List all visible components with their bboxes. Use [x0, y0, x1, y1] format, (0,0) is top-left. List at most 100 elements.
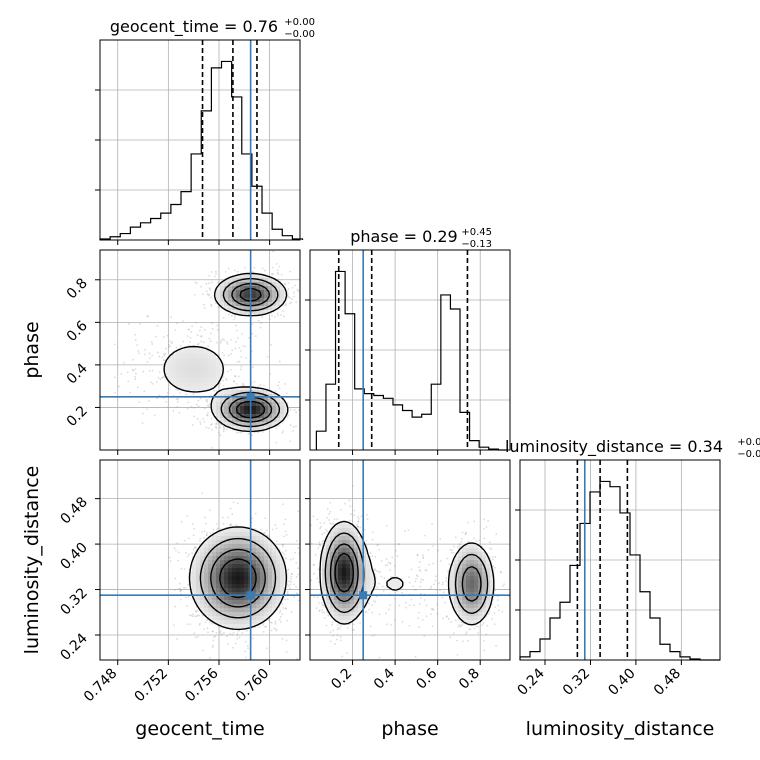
sample-point: [262, 624, 265, 626]
sample-point: [401, 621, 404, 623]
density-cell: [252, 620, 257, 625]
sample-point: [235, 431, 238, 434]
density-cell: [184, 358, 189, 363]
sample-point: [295, 425, 297, 428]
sample-point: [163, 353, 165, 355]
sample-point: [156, 397, 158, 400]
sample-point: [196, 282, 198, 285]
density-cell: [256, 536, 261, 541]
density-cell: [236, 548, 241, 553]
sample-point: [179, 345, 182, 347]
sample-point: [186, 335, 189, 337]
density-cell: [256, 390, 261, 395]
sample-point: [178, 582, 181, 585]
density-cell: [260, 422, 265, 427]
sample-point: [174, 577, 177, 580]
sample-point: [274, 390, 277, 392]
density-cell: [232, 528, 237, 533]
sample-point: [271, 528, 274, 531]
density-cell: [228, 302, 233, 307]
sample-point: [208, 274, 211, 277]
density-cell: [236, 402, 241, 407]
density-cell: [260, 536, 265, 541]
density-cell: [264, 572, 269, 577]
density-cell: [252, 414, 257, 419]
density-cell: [276, 410, 281, 415]
sample-point: [425, 604, 428, 607]
density-cell: [232, 596, 237, 601]
density-cell: [236, 274, 241, 279]
density-cell: [276, 580, 281, 585]
sample-point: [223, 426, 225, 429]
density-cell: [212, 552, 217, 557]
sample-point: [210, 417, 213, 420]
density-cell: [272, 544, 277, 549]
sample-point: [256, 431, 259, 434]
panel-2d-luminosity_distance-vs-phase: [309, 459, 511, 661]
density-cell: [192, 370, 197, 375]
sample-point: [227, 354, 230, 357]
sample-point: [216, 421, 219, 424]
density-cell: [264, 398, 269, 403]
sample-point: [188, 553, 191, 556]
density-cell: [280, 592, 285, 597]
sample-point: [219, 631, 222, 634]
sample-point: [318, 609, 321, 612]
density-cell: [276, 596, 281, 601]
sample-point: [423, 634, 426, 637]
sample-point: [196, 635, 199, 638]
density-cell: [224, 290, 229, 295]
sample-point: [203, 628, 206, 631]
sample-point: [183, 539, 186, 542]
sample-point: [206, 404, 209, 407]
sample-point: [325, 624, 328, 627]
density-cell: [256, 584, 261, 589]
sample-point: [413, 604, 416, 607]
density-cell: [220, 608, 225, 613]
sample-point: [263, 269, 266, 272]
density-cell: [244, 532, 249, 537]
sample-point: [264, 625, 267, 628]
sample-point: [297, 547, 300, 549]
sample-point: [153, 414, 156, 417]
density-cell: [260, 310, 265, 315]
sample-point: [339, 509, 342, 511]
density-cell: [172, 362, 177, 367]
sample-point: [187, 596, 190, 598]
sample-point: [289, 296, 291, 299]
sample-point: [454, 536, 457, 539]
histogram-step-line: [315, 270, 508, 451]
sample-point: [448, 563, 451, 566]
sample-point: [242, 344, 244, 347]
sample-point: [248, 336, 250, 339]
density-cell: [208, 580, 213, 585]
contour-level-1: [163, 272, 289, 433]
density-cell: [256, 588, 261, 593]
sample-point: [285, 607, 287, 610]
sample-point: [295, 301, 298, 304]
contour-level-3: [210, 548, 266, 608]
density-cell: [216, 572, 221, 577]
sample-point: [237, 431, 240, 434]
sample-point: [205, 413, 208, 416]
density-cell: [208, 370, 213, 375]
density-cell: [168, 366, 173, 371]
sample-point: [285, 392, 288, 395]
density-cell: [224, 418, 229, 423]
sample-point: [494, 556, 497, 558]
sample-point: [196, 614, 199, 617]
sample-point: [161, 356, 164, 359]
density-cell: [216, 374, 221, 379]
density-cell: [204, 354, 209, 359]
density-cell: [200, 350, 205, 355]
sample-point: [260, 322, 263, 324]
sample-point: [273, 316, 276, 318]
density-cell: [220, 572, 225, 577]
density-cell: [252, 422, 257, 427]
density-cell: [244, 290, 249, 295]
sample-point: [319, 543, 322, 546]
sample-point: [500, 571, 503, 574]
sample-point: [215, 302, 217, 305]
density-cell: [232, 584, 237, 589]
density-cell: [280, 286, 285, 291]
